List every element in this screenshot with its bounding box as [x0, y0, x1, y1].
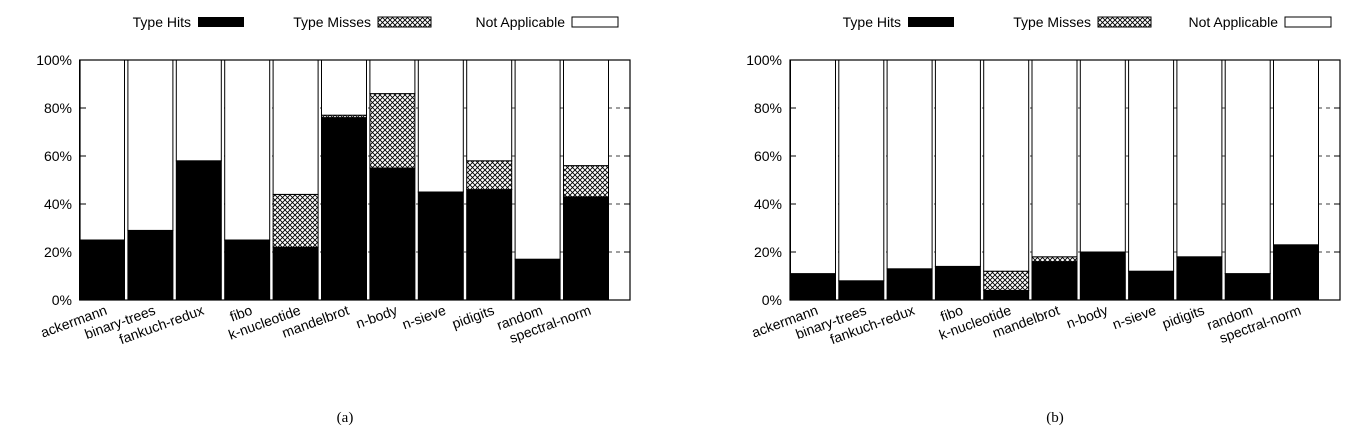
xtick-label: pidigits [1160, 302, 1206, 332]
legend-swatch-misses [377, 16, 432, 28]
bar-segment-na [790, 59, 836, 275]
bar-segment-hits [1079, 251, 1126, 301]
caption-b: (b) [1046, 410, 1064, 426]
xtick-label: fibo [938, 302, 965, 325]
legend: Type Hits Type Misses Not Applicable [133, 14, 619, 30]
bar-segment-na [224, 59, 271, 241]
ytick-label: 80% [44, 100, 72, 116]
bar-segment-hits [127, 229, 174, 301]
ytick-label: 20% [44, 244, 72, 260]
bar-segment-na [321, 59, 367, 116]
bar-segment-hits [175, 160, 222, 301]
bar-segment-na [934, 59, 981, 267]
ytick-label: 0% [762, 292, 782, 308]
ytick-label: 60% [754, 148, 782, 164]
bar-segment-hits [321, 117, 367, 301]
legend-swatch-hits [908, 17, 954, 27]
xtick-label: pidigits [450, 302, 496, 332]
bar-segment-na [983, 59, 1030, 272]
plot-frame [79, 59, 631, 301]
bar-segment-na [514, 59, 561, 260]
bar-segment-hits [790, 273, 836, 301]
bar-segment-na [838, 59, 885, 282]
legend-swatch-na [1284, 16, 1332, 28]
legend-swatch-na [571, 16, 619, 28]
chart-b: Type Hits Type Misses Not Applicable 0% 2… [746, 14, 1341, 426]
bar-segment-na [417, 59, 464, 193]
bar-segment-hits [1176, 256, 1223, 301]
bar-segment-na [886, 59, 933, 270]
bar-segment-hits [466, 189, 513, 301]
legend-label-hits: Type Hits [843, 14, 901, 30]
bar-segment-hits [514, 258, 561, 301]
legend-label-misses: Type Misses [293, 14, 371, 30]
bar-segment-hits [886, 268, 933, 301]
legend-swatch-hits [198, 17, 244, 27]
ytick-label: 0% [52, 292, 72, 308]
caption-a: (a) [337, 410, 354, 426]
bar-segment-hits [563, 196, 609, 301]
bar-segment-na [1273, 59, 1319, 246]
bar-segment-na [563, 59, 609, 167]
bar-segment-hits [1031, 261, 1078, 301]
xtick-label: n-sieve [400, 302, 448, 333]
bar-segment-hits [934, 265, 981, 301]
xtick-label: fibo [228, 302, 255, 325]
bar-segment-hits [1224, 273, 1271, 301]
legend-label-na: Not Applicable [1188, 14, 1278, 30]
ytick-label: 60% [44, 148, 72, 164]
legend-swatch-misses [1097, 16, 1152, 28]
bar-segment-na [466, 59, 513, 162]
bar-segment-na [369, 59, 416, 95]
bar-segment-hits [272, 246, 319, 301]
xtick-label: n-sieve [1110, 302, 1158, 333]
bar-segment-na [127, 59, 174, 231]
ytick-label: 40% [754, 196, 782, 212]
bar-segment-hits [983, 289, 1030, 301]
legend: Type Hits Type Misses Not Applicable [843, 14, 1332, 30]
bar-segment-hits [838, 280, 885, 301]
ytick-label: 40% [44, 196, 72, 212]
plot-frame [789, 59, 1341, 301]
bar-segment-na [1031, 59, 1078, 258]
bar-segment-misses [369, 93, 416, 169]
ytick-label: 100% [746, 52, 782, 68]
bar-segment-misses [1031, 256, 1078, 263]
legend-label-na: Not Applicable [475, 14, 565, 30]
bar-segment-hits [79, 239, 125, 301]
bar-segment-misses [563, 165, 609, 198]
xtick-label: n-body [354, 302, 400, 332]
bar-segment-na [1079, 59, 1126, 253]
legend-label-hits: Type Hits [133, 14, 191, 30]
bar-segment-hits [369, 167, 416, 301]
bar-segment-na [1176, 59, 1223, 258]
ytick-label: 80% [754, 100, 782, 116]
ytick-label: 20% [754, 244, 782, 260]
legend-label-misses: Type Misses [1013, 14, 1091, 30]
bar-segment-na [175, 59, 222, 162]
bar-segment-na [272, 59, 319, 195]
bar-segment-na [1128, 59, 1175, 272]
bar-segment-na [1224, 59, 1271, 275]
bar-segment-hits [224, 239, 271, 301]
bar-segment-hits [417, 191, 464, 301]
bar-segment-hits [1273, 244, 1319, 301]
bar-segment-misses [466, 160, 513, 191]
bar-segment-na [79, 59, 125, 241]
bar-segment-misses [983, 270, 1030, 291]
ytick-label: 100% [36, 52, 72, 68]
chart-a: Type Hits Type Misses Not Applicable 0% 2… [36, 14, 631, 426]
xtick-label: n-body [1064, 302, 1110, 332]
bar-segment-misses [272, 193, 319, 248]
bar-segment-hits [1128, 270, 1175, 301]
